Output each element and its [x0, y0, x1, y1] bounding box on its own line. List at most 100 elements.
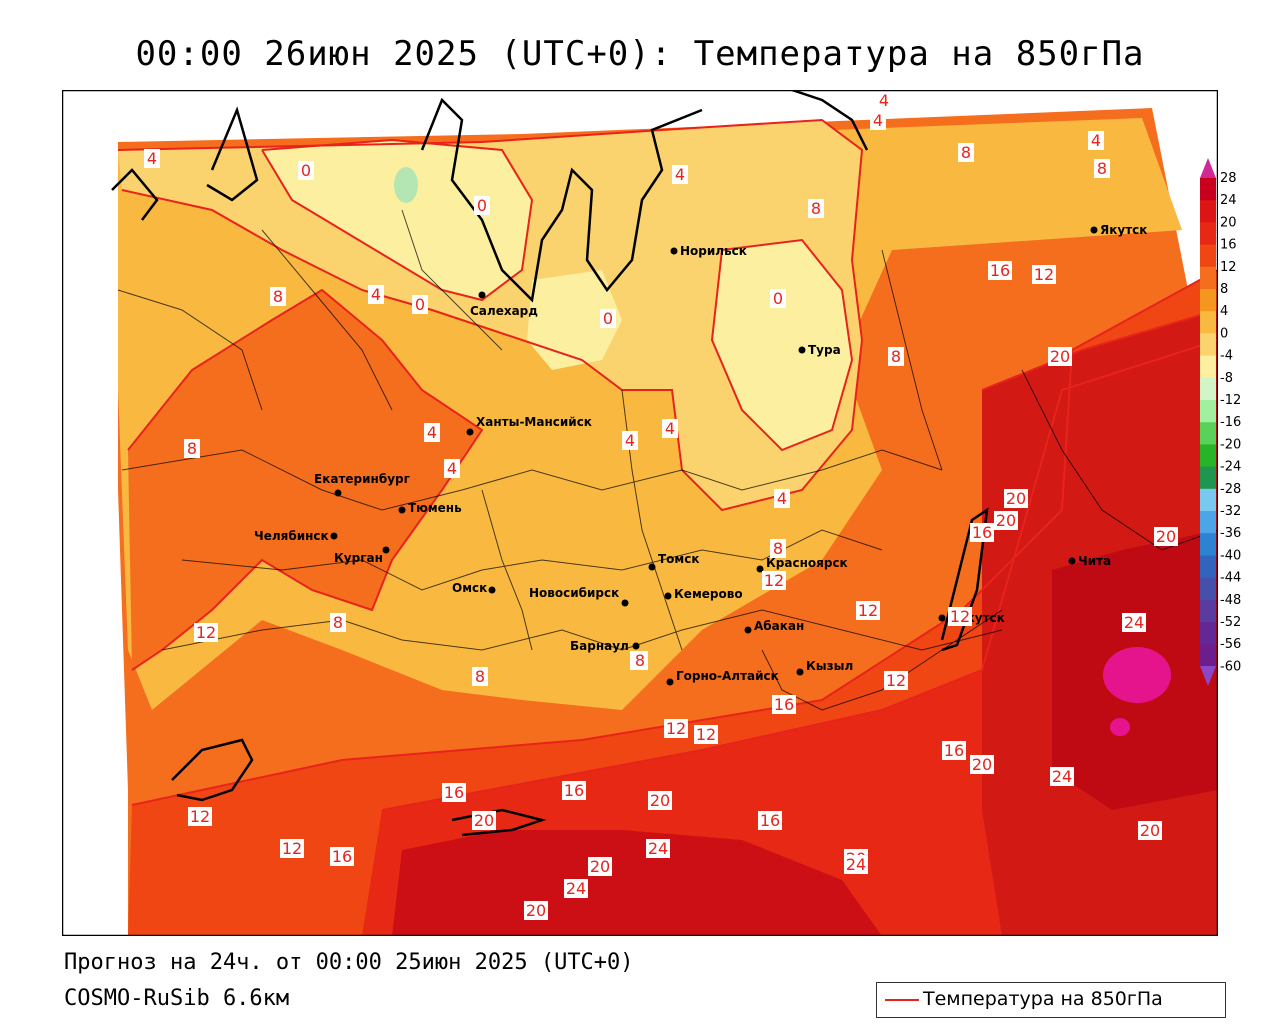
- isotherm-label: 12: [664, 719, 688, 738]
- svg-text:0: 0: [301, 161, 311, 180]
- isotherm-label: 24: [1050, 767, 1074, 786]
- colorbar-swatch: [1200, 266, 1216, 290]
- svg-text:4: 4: [879, 91, 889, 110]
- colorbar-tick-label: 20: [1220, 215, 1237, 230]
- city-tyumen: Тюмень: [398, 501, 462, 515]
- colorbar-tick-label: -24: [1220, 460, 1241, 475]
- isotherm-label: 4: [672, 165, 688, 184]
- svg-text:4: 4: [675, 165, 685, 184]
- isotherm-label: 20: [648, 791, 672, 810]
- field-28-hot-core-2: [1110, 718, 1130, 736]
- isotherm-label: 16: [562, 781, 586, 800]
- svg-text:24: 24: [1052, 767, 1072, 786]
- model-name: COSMO-RuSib 6.6км: [64, 986, 290, 1011]
- svg-text:12: 12: [696, 725, 716, 744]
- isotherm-label: 8: [632, 651, 648, 670]
- city-yekaterinburg: Екатеринбург: [314, 472, 410, 497]
- colorbar-tick-label: -56: [1220, 637, 1241, 652]
- isotherm-label: 0: [298, 161, 314, 180]
- isotherm-label: 20: [1138, 821, 1162, 840]
- region-borders: [117, 209, 1218, 711]
- svg-text:16: 16: [990, 261, 1010, 280]
- colorbar-swatch: [1200, 533, 1216, 556]
- svg-text:Омск: Омск: [452, 581, 487, 595]
- svg-text:4: 4: [427, 423, 437, 442]
- isotherm-label: 20: [994, 511, 1018, 530]
- colorbar-swatch: [1200, 377, 1216, 401]
- svg-text:8: 8: [1097, 159, 1107, 178]
- colorbar-tick-label: -48: [1220, 593, 1241, 608]
- isotherm-label: 12: [188, 807, 212, 826]
- colorbar-tick-label: -52: [1220, 615, 1241, 630]
- isotherm-label: 8: [330, 613, 346, 632]
- svg-text:4: 4: [625, 431, 635, 450]
- colorbar-swatch: [1200, 400, 1216, 423]
- svg-text:12: 12: [190, 807, 210, 826]
- isotherm-label: 12: [762, 571, 786, 590]
- city-chita: Чита: [1068, 554, 1111, 568]
- isotherm-label: 4: [368, 285, 384, 304]
- isotherm-label: 16: [970, 523, 994, 542]
- svg-text:Курган: Курган: [334, 551, 383, 565]
- field-28-hot-core: [1103, 647, 1171, 703]
- isotherm-label: 16: [442, 783, 466, 802]
- city-omsk: Омск: [452, 581, 496, 595]
- svg-text:12: 12: [950, 607, 970, 626]
- svg-text:12: 12: [858, 601, 878, 620]
- isotherm-label: 20: [524, 901, 548, 920]
- map-frame: [62, 90, 1218, 936]
- city-abakan: Абакан: [744, 619, 804, 634]
- colorbar-swatch: [1200, 200, 1216, 223]
- colorbar-swatch: [1200, 599, 1216, 623]
- isotherm-label: 8: [888, 347, 904, 366]
- isotherm-label: 0: [600, 309, 616, 328]
- svg-text:12: 12: [282, 839, 302, 858]
- svg-text:4: 4: [147, 149, 157, 168]
- field-12-west: [128, 290, 482, 670]
- isotherm-label: 16: [988, 261, 1012, 280]
- isotherm-label: 16: [758, 811, 782, 830]
- colorbar-tick-label: -32: [1220, 504, 1241, 519]
- isotherm-label: 8: [1094, 159, 1110, 178]
- legend: Температура на 850гПа: [876, 982, 1226, 1018]
- colorbar-tick-label: -12: [1220, 393, 1241, 408]
- city-kyzyl: Кызыл: [796, 659, 853, 676]
- colorbar-swatch: [1200, 244, 1216, 268]
- isotherm-label: 4: [1088, 131, 1104, 150]
- isotherm-label: 4: [424, 423, 440, 442]
- isotherm-label: 20: [1154, 527, 1178, 546]
- svg-text:20: 20: [526, 901, 546, 920]
- field-0-salekhard: [527, 270, 622, 370]
- isotherm-labels: 4000448448844000481612820844484820201620…: [144, 91, 1178, 920]
- colorbar-tick-label: 28: [1220, 171, 1237, 186]
- svg-text:16: 16: [972, 523, 992, 542]
- isotherm-label: 0: [412, 295, 428, 314]
- svg-text:0: 0: [773, 289, 783, 308]
- svg-text:20: 20: [996, 511, 1016, 530]
- svg-text:12: 12: [666, 719, 686, 738]
- legend-line-sample: [885, 999, 919, 1001]
- field-4: [118, 120, 862, 510]
- svg-text:8: 8: [187, 439, 197, 458]
- svg-text:0: 0: [603, 309, 613, 328]
- svg-text:8: 8: [891, 347, 901, 366]
- city-tomsk: Томск: [648, 552, 700, 571]
- svg-text:16: 16: [760, 811, 780, 830]
- svg-text:4: 4: [447, 459, 457, 478]
- isotherm-label: 4: [870, 111, 886, 130]
- colorbar-tick-label: -44: [1220, 571, 1241, 586]
- colorbar-swatch: [1200, 644, 1216, 667]
- svg-text:16: 16: [332, 847, 352, 866]
- temperature-map: Норильск Якутск Салехард Тура Ханты-Манс…: [62, 90, 1218, 936]
- isotherm-label: 16: [330, 847, 354, 866]
- city-khanty-mansiysk: Ханты-Мансийск: [466, 415, 592, 436]
- svg-text:Красноярск: Красноярск: [766, 556, 848, 570]
- svg-text:Кемерово: Кемерово: [674, 587, 743, 601]
- isotherm-label: 12: [280, 839, 304, 858]
- city-kemerovo: Кемерово: [664, 587, 743, 601]
- isotherm-label: 12: [948, 607, 972, 626]
- colorbar-tick-label: 0: [1220, 326, 1228, 341]
- svg-text:4: 4: [777, 489, 787, 508]
- svg-text:12: 12: [196, 623, 216, 642]
- colorbar-swatches: [1200, 178, 1216, 667]
